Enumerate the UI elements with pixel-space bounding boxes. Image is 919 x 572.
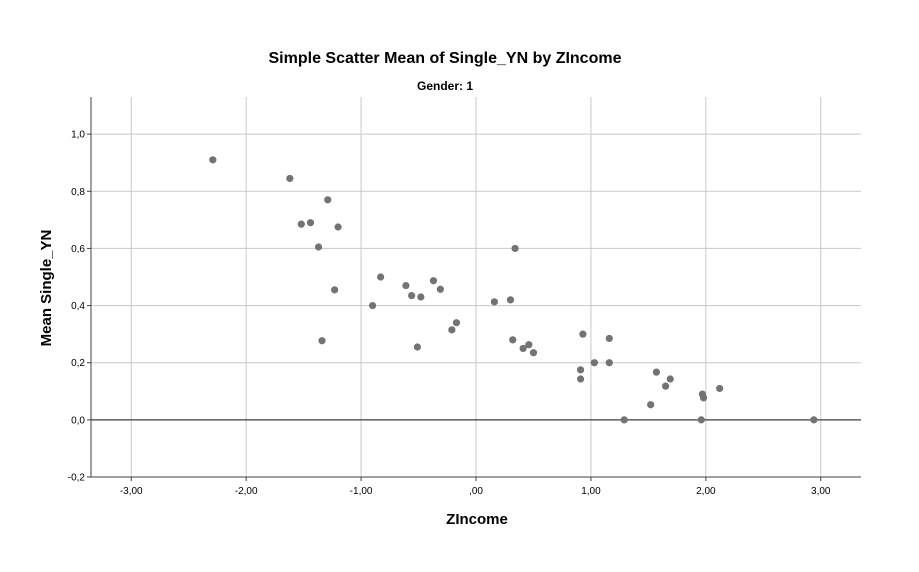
data-point [605,359,613,367]
data-point [436,285,444,293]
data-point [297,220,305,228]
x-tick-label: ,00 [469,486,483,497]
data-point [699,394,708,402]
x-axis-label: ZIncome [446,511,508,528]
x-tick-label: -2,00 [235,486,258,497]
data-point [666,375,674,383]
data-point [576,375,585,383]
data-point [402,281,410,290]
data-point [509,336,517,344]
data-point [314,243,323,251]
data-point [368,301,377,310]
data-point [519,344,527,353]
data-point [529,349,538,357]
data-point [647,401,655,409]
data-point [605,334,613,343]
data-point [620,416,628,424]
grid-lines [91,97,861,478]
data-point [417,293,425,301]
data-point [506,296,515,304]
x-tick-label: 2,00 [696,486,716,497]
x-tick-label: -1,00 [350,486,373,497]
data-point [334,223,342,231]
chart-title: Simple Scatter Mean of Single_YN by ZInc… [269,50,622,67]
data-point [413,343,421,351]
tick-labels: -3,00 -2,00 -1,00 ,00 1,00 2,00 3,00 -0,2 0,0 0,2… [68,130,831,497]
data-points [209,156,818,424]
data-point [576,366,585,374]
chart-subtitle: Gender: 1 [417,79,473,93]
y-tick-label: 0,8 [71,187,85,198]
data-point [716,384,724,393]
data-point [452,319,461,327]
data-point [810,416,818,424]
data-point [209,156,217,164]
data-point [579,330,587,338]
data-point [331,286,339,294]
data-point [377,273,385,281]
y-tick-label: -0,2 [68,473,86,484]
data-point [448,326,456,334]
data-point [318,337,326,345]
data-point [590,359,598,367]
data-point [408,291,416,300]
data-point [652,368,661,376]
y-tick-label: 0,0 [71,415,85,426]
x-tick-label: -3,00 [120,486,143,497]
y-tick-label: 0,4 [71,301,85,312]
data-point [525,341,533,349]
data-point [511,244,519,253]
data-point [286,174,294,183]
x-tick-label: 3,00 [811,486,831,497]
y-axis-label: Mean Single_YN [38,230,55,347]
y-tick-label: 1,0 [71,130,85,141]
data-point [306,219,315,227]
data-point [324,196,332,204]
x-tick-label: 1,00 [581,486,601,497]
data-point [662,382,670,390]
data-point [697,416,705,424]
y-tick-label: 0,2 [71,358,85,369]
y-tick-label: 0,6 [71,244,85,255]
data-point [490,298,498,306]
data-point [429,277,438,285]
